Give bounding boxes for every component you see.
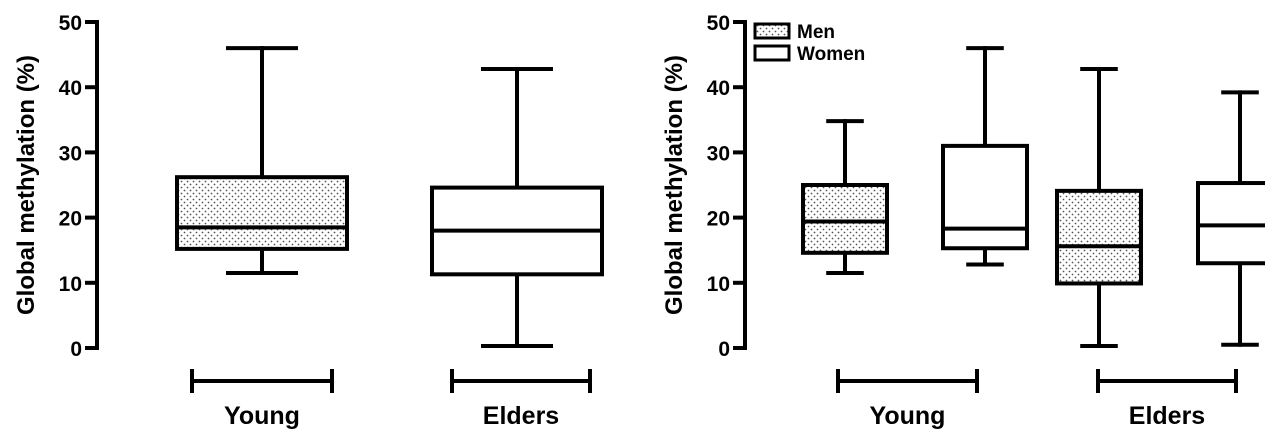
legend-label: Women — [797, 44, 865, 65]
box-iqr — [1196, 181, 1265, 266]
legend-swatch — [753, 44, 791, 62]
y-tick-label: 40 — [59, 77, 82, 100]
y-tick-label: 20 — [707, 208, 730, 231]
group-label: Elders — [1129, 402, 1205, 430]
group-label: Young — [224, 402, 300, 430]
y-tick-label: 0 — [718, 338, 730, 361]
box-iqr — [1055, 188, 1143, 286]
legend-swatch — [753, 22, 791, 40]
y-axis-title: Global methylation (%) — [13, 55, 40, 315]
y-tick-label: 30 — [59, 142, 82, 165]
group-label: Young — [870, 402, 946, 430]
right-box-plot: 0 10 20 30 40 50 Global methylation (%) Young El… — [661, 12, 1265, 430]
y-axis-title: Global methylation (%) — [661, 55, 688, 315]
box-iqr — [801, 183, 889, 255]
y-tick-label: 50 — [59, 12, 82, 35]
left-box-plot: 0 10 20 30 40 50 Global methylation (%) Young El… — [13, 12, 604, 430]
y-tick-label: 10 — [59, 273, 82, 296]
box-iqr — [941, 143, 1029, 251]
y-tick-label: 0 — [70, 338, 82, 361]
legend-label: Men — [797, 22, 835, 43]
group-label: Elders — [483, 402, 559, 430]
y-tick-label: 40 — [707, 77, 730, 100]
box-iqr — [175, 175, 349, 251]
y-tick-label: 20 — [59, 208, 82, 231]
y-tick-label: 10 — [707, 273, 730, 296]
y-tick-label: 30 — [707, 142, 730, 165]
y-tick-label: 50 — [707, 12, 730, 35]
